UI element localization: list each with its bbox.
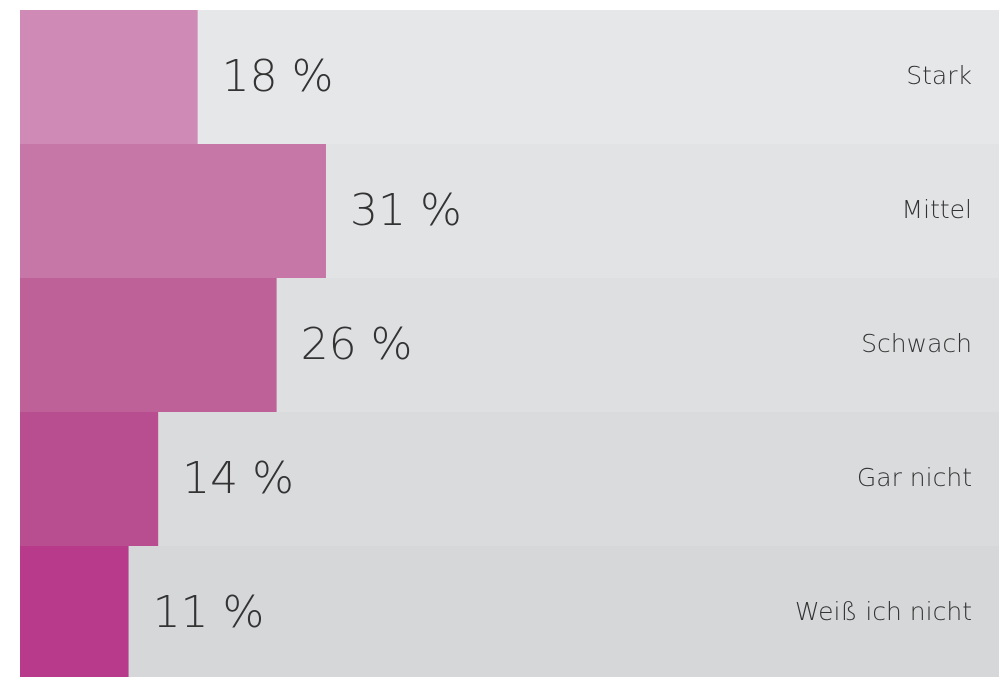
- bar: [20, 10, 198, 144]
- value-label: 18 %: [222, 51, 334, 102]
- category-label: Gar nicht: [857, 463, 972, 492]
- bar: [20, 144, 326, 278]
- value-label: 26 %: [301, 319, 413, 370]
- row-background: [20, 546, 999, 677]
- value-label: 14 %: [182, 453, 294, 504]
- row-background: [20, 412, 999, 546]
- category-label: Weiß ich nicht: [795, 597, 972, 626]
- category-label: Mittel: [902, 195, 972, 224]
- value-label: 11 %: [153, 587, 265, 638]
- bar: [20, 546, 129, 677]
- category-label: Stark: [906, 61, 972, 90]
- value-label: 31 %: [350, 185, 462, 236]
- bar: [20, 278, 277, 412]
- category-label: Schwach: [861, 329, 972, 358]
- bar: [20, 412, 159, 546]
